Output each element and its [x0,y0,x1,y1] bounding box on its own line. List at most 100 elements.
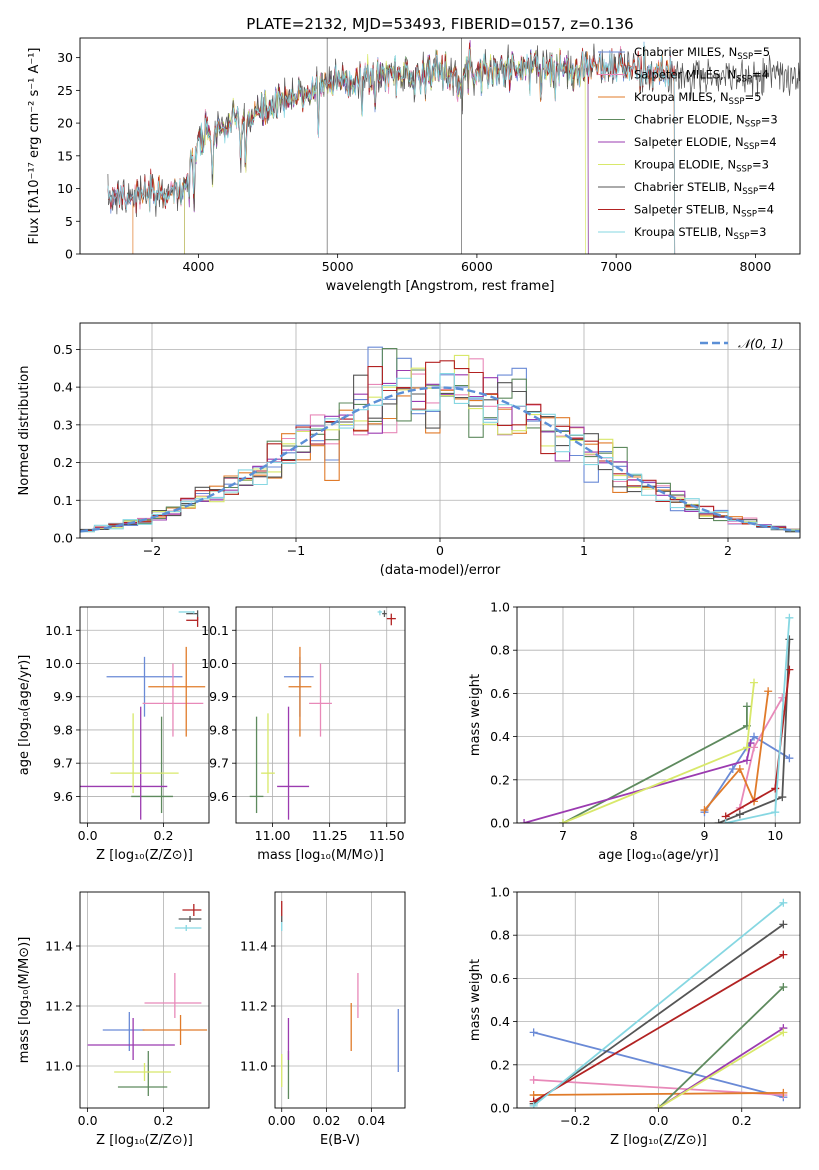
weight-marker [771,808,780,817]
weight-marker [654,1104,663,1108]
errorbar-salpeter-miles [144,973,202,1018]
spectrum-panel: 4000 5000 6000 7000 8000 0 5 10 15 20 25 30 waveleng… [27,37,801,294]
weight-marker [529,1028,538,1037]
x-tick-label: 0.00 [268,1113,296,1128]
axes-frame [79,37,801,255]
weight-marker [771,784,780,793]
y-tick-label: 25 [57,83,73,98]
y-tick-label: 0.6 [490,971,510,986]
x-tick-label: 2 [724,543,732,558]
x-tick-label: −1 [287,543,305,558]
y-axis-label: mass weight [468,959,483,1041]
x-tick-label: 0.2 [154,1113,174,1128]
errorbar-chabrier-elodie [117,1051,168,1096]
weight-marker [779,950,788,959]
y-tick-label: 10.1 [45,623,73,638]
y-tick-label: 30 [57,50,73,65]
y-tick-label: 0.4 [490,1014,510,1029]
weight-marker [742,743,751,752]
age-vs-mass-plot-area [249,610,396,820]
y-tick-label: 0.8 [490,643,510,658]
legend-label: Kroupa STELIB, NSSP=3 [634,225,766,242]
x-tick-label: 8 [630,828,638,843]
weight-marker [750,732,759,741]
y-tick-label: 0.2 [53,455,73,470]
errorbar-salpeter-stelib [386,613,396,626]
weight-marker [742,702,751,711]
legend-label: Salpeter MILES, NSSP=4 [634,68,769,85]
histogram-kroupa-stelib [80,372,800,533]
weight-marker [785,613,794,622]
x-axis-label: Z [log₁₀(Z/Z⊙)] [96,1133,193,1148]
axes-frame [516,606,801,824]
legend-label: Kroupa ELODIE, NSSP=3 [634,158,769,175]
x-tick-label: 0.0 [649,1113,669,1128]
weight-marker [529,1101,538,1108]
weight-marker [700,806,709,815]
weight-marker [764,687,773,696]
x-tick-label: 1 [580,543,588,558]
weight-marker [778,793,787,802]
errorbar-kroupa-elodie [114,1063,172,1081]
x-tick-label: 8000 [740,259,772,274]
y-tick-label: 0.4 [53,380,73,395]
x-axis-label: (data-model)/error [380,563,501,578]
weight-marker [735,765,744,773]
x-tick-label: 4000 [182,259,214,274]
x-tick-label: 11.50 [369,828,405,843]
age-vs-Z-plot-area [80,610,206,820]
legend-label: 𝒩(0, 1) [738,336,784,351]
x-tick-label: 6000 [461,259,493,274]
weight-marker [750,678,759,687]
errorbar-kroupa-stelib [377,610,383,616]
y-tick-label: 11.0 [45,1059,73,1074]
y-tick-label: 5 [65,214,73,229]
errorbar-salpeter-miles [309,663,332,737]
x-axis-label: Z [log₁₀(Z/Z⊙)] [610,1133,707,1148]
y-tick-label: 0.4 [490,729,510,744]
y-tick-label: 9.9 [53,689,73,704]
errorbar-salpeter-miles [142,663,204,737]
weight-marker [779,1088,788,1097]
axes-frame [79,322,801,539]
y-tick-label: 9.7 [53,756,73,771]
y-tick-label: 0.8 [490,928,510,943]
age-vs-mass-panel: 11.00 11.25 11.50 9.6 9.7 9.8 9.9 10.0 10.1 mass … [201,606,406,863]
errorbar-salpeter-elodie [80,706,168,820]
legend-label: Chabrier MILES, NSSP=5 [634,45,770,62]
y-tick-label: 0.0 [490,816,510,831]
y-tick-label: 0.2 [490,772,510,787]
errorbar-chabrier-elodie [249,716,264,814]
errorbar-kroupa-miles [288,646,312,737]
y-tick-label: 0.3 [53,417,73,432]
x-axis-label: Z [log₁₀(Z/Z⊙)] [96,848,193,863]
axes-frame [274,891,406,1109]
weight-vs-Z-panel: −0.2 0.0 0.2 0.0 0.2 0.4 0.6 0.8 1.0 Z [log₁₀(Z/Z… [468,885,801,1148]
weight-line-kroupa-miles [533,1092,784,1096]
spectrum-plot-area [107,38,800,254]
y-tick-label: 11.0 [240,1059,268,1074]
errorbar-chabrier-stelib [382,610,387,617]
weight-line-kroupa-stelib [533,902,784,1107]
y-tick-label: 9.7 [209,756,229,771]
weight-marker [721,819,730,823]
y-tick-label: 10 [57,181,73,196]
weight-marker [728,765,737,773]
y-tick-label: 0.6 [490,686,510,701]
legend-label: Chabrier ELODIE, NSSP=3 [634,113,778,130]
y-tick-label: 11.2 [45,999,73,1014]
x-tick-label: 0.2 [732,1113,752,1128]
y-tick-label: 10.0 [45,656,73,671]
x-tick-label: 9 [701,828,709,843]
x-tick-label: 5000 [322,259,354,274]
weight-vs-age-panel: 7 8 9 10 0.0 0.2 0.4 0.6 0.8 1.0 age [log₁₀(age/yr… [468,600,801,863]
axes-frame [79,891,210,1109]
weight-line-chabrier-miles [703,735,790,813]
mass-vs-EBV-panel: 0.00 0.02 0.04 11.0 11.2 11.4 E(B-V) [240,891,406,1148]
x-tick-label: 0 [436,543,444,558]
errorbar-kroupa-stelib [178,610,195,614]
x-axis-label: wavelength [Angstrom, rest frame] [326,279,555,294]
y-tick-label: 9.8 [53,722,73,737]
errorbar-kroupa-stelib [174,925,202,931]
